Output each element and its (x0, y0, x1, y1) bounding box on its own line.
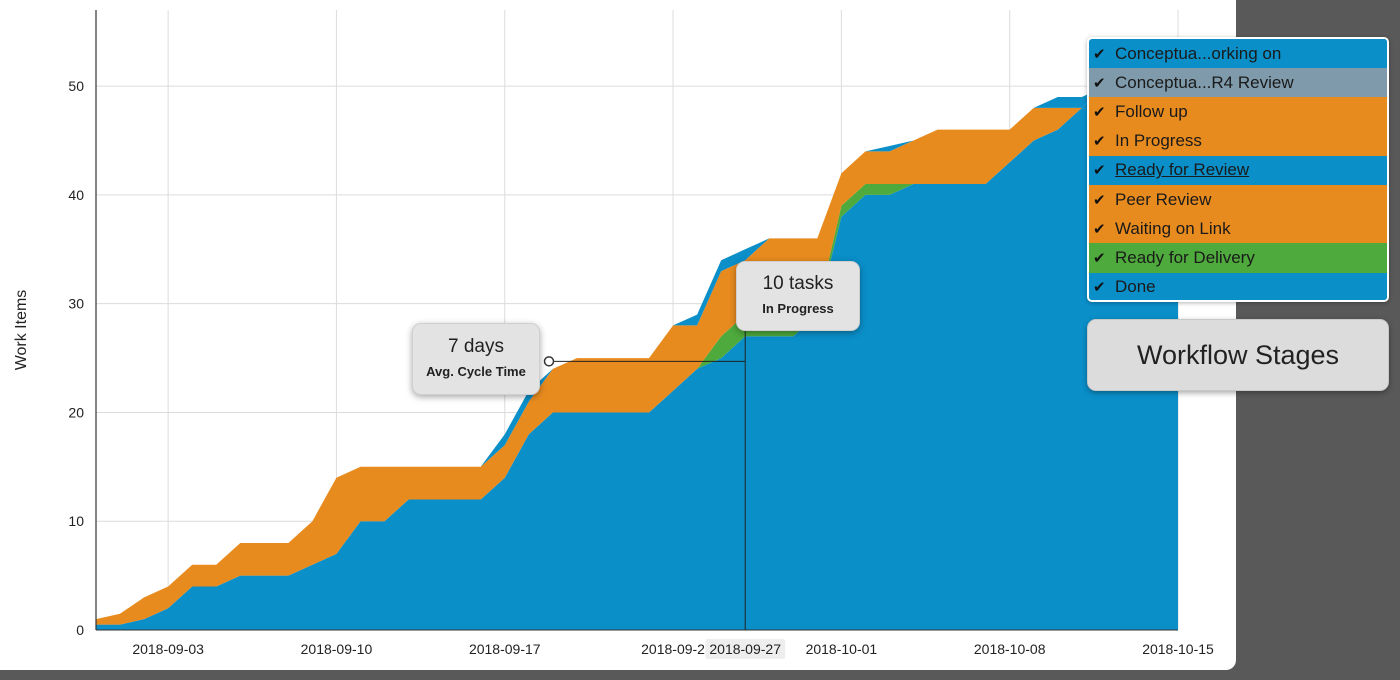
x-tick-label: 2018-10-01 (806, 641, 878, 657)
y-tick-label: 30 (68, 296, 84, 312)
y-axis-title: Work Items (13, 290, 30, 371)
check-icon[interactable]: ✔ (1093, 249, 1106, 267)
y-tick-label: 50 (68, 78, 84, 94)
check-icon[interactable]: ✔ (1093, 191, 1106, 209)
y-tick-label: 10 (68, 513, 84, 529)
legend-item-label: Conceptua...orking on (1115, 43, 1282, 63)
x-tick-label: 2018-10-08 (974, 641, 1046, 657)
check-icon[interactable]: ✔ (1093, 279, 1106, 297)
legend-item-label: Conceptua...R4 Review (1115, 72, 1294, 92)
x-tick-label: 2018-09-2 (641, 641, 705, 657)
legend-item[interactable]: ✔ Conceptua...orking on (1089, 39, 1387, 69)
legend-item[interactable]: ✔ Ready for Review (1089, 155, 1387, 185)
crosshair-date-badge (705, 639, 786, 659)
legend-item[interactable]: ✔ Peer Review (1089, 184, 1387, 215)
legend-item-label: Peer Review (1115, 189, 1212, 209)
legend-item-label: Waiting on Link (1115, 218, 1231, 238)
legend-item-label: Done (1115, 277, 1156, 297)
crosshair-date-label: 2018-09-27 (709, 641, 781, 657)
check-icon[interactable]: ✔ (1093, 103, 1106, 121)
legend-item-label: Ready for Delivery (1115, 247, 1255, 267)
check-icon[interactable]: ✔ (1093, 45, 1106, 63)
area-done (96, 86, 1178, 631)
cycle-time-value: 7 days (448, 336, 504, 357)
check-icon[interactable]: ✔ (1093, 162, 1106, 180)
x-tick-label: 2018-09-10 (301, 641, 373, 657)
wip-value: 10 tasks (762, 273, 834, 294)
check-icon[interactable]: ✔ (1093, 133, 1106, 151)
legend-item-label: Follow up (1115, 101, 1188, 121)
cycle-time-marker (543, 356, 555, 367)
x-tick-label: 2018-09-03 (132, 641, 204, 657)
check-icon[interactable]: ✔ (1093, 220, 1106, 238)
wip-callout: 10 tasks In Progress (736, 261, 860, 331)
legend-item[interactable]: ✔ Follow up (1089, 97, 1387, 127)
workflow-legend: ✔ Conceptua...orking on ✔ Conceptua...R4 Re… (1087, 37, 1389, 302)
area-in-progress (96, 86, 1178, 625)
chart-card: 0 10 20 30 40 50 2018-09-03 2018-09-10 2018-09-1… (0, 0, 1236, 670)
x-tick-label: 2018-09-17 (469, 641, 541, 657)
wip-label: In Progress (762, 301, 834, 316)
y-tick-label: 20 (68, 404, 84, 420)
legend-item[interactable]: ✔ Ready for Delivery (1089, 243, 1387, 273)
cumulative-flow-chart[interactable]: 0 10 20 30 40 50 2018-09-03 2018-09-10 2018-09-1… (0, 0, 1236, 670)
legend-item[interactable]: ✔ In Progress (1089, 126, 1387, 156)
legend-item[interactable]: ✔ Waiting on Link (1089, 214, 1387, 244)
check-icon[interactable]: ✔ (1093, 74, 1106, 92)
workflow-stages-badge: Workflow Stages (1087, 319, 1389, 391)
legend-item[interactable]: ✔ Done (1089, 272, 1387, 300)
y-tick-label: 40 (68, 187, 84, 203)
x-tick-label: 2018-10-15 (1142, 641, 1214, 657)
legend-item-label: Ready for Review (1115, 160, 1250, 180)
cycle-time-callout: 7 days Avg. Cycle Time (412, 323, 540, 395)
legend-item[interactable]: ✔ Conceptua...R4 Review (1089, 68, 1387, 98)
legend-item-label: In Progress (1115, 131, 1202, 151)
cycle-time-label: Avg. Cycle Time (426, 364, 526, 379)
y-tick-label: 0 (76, 622, 84, 638)
